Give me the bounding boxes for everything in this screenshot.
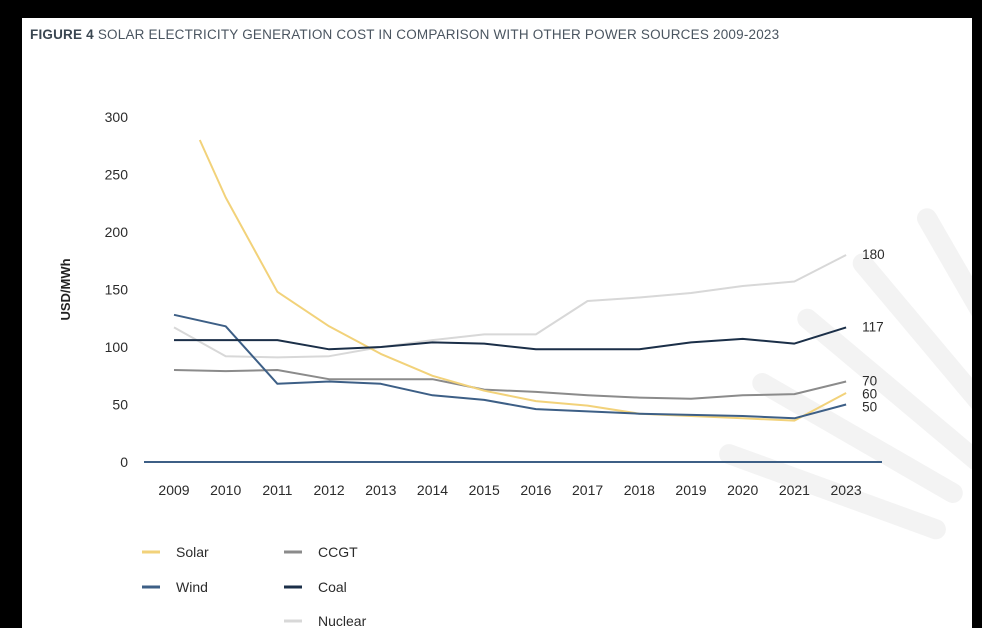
legend-item-nuclear[interactable]: Nuclear	[284, 613, 367, 628]
x-tick-label: 2023	[831, 482, 862, 498]
legend-item-coal[interactable]: Coal	[284, 579, 347, 595]
x-tick-label: 2013	[365, 482, 396, 498]
x-tick-label: 2015	[469, 482, 500, 498]
end-label-coal: 117	[862, 319, 884, 334]
y-tick-label: 0	[120, 454, 128, 470]
series-line-coal	[174, 326, 847, 351]
y-tick-label: 300	[105, 109, 129, 125]
end-label-nuclear: 180	[862, 247, 885, 262]
figure-label: FIGURE 4	[30, 27, 94, 42]
background-ray	[797, 308, 972, 470]
figure-panel: FIGURE 4 SOLAR ELECTRICITY GENERATION CO…	[22, 18, 972, 628]
series-line-nuclear	[173, 254, 847, 359]
background-ray	[917, 208, 972, 317]
end-label-ccgt: 70	[862, 374, 877, 389]
background-sunburst-decoration	[719, 208, 972, 540]
legend-label: CCGT	[318, 544, 358, 560]
x-tick-label: 2020	[727, 482, 758, 498]
x-tick-label: 2010	[210, 482, 241, 498]
legend-item-solar[interactable]: Solar	[142, 544, 209, 560]
x-tick-label: 2021	[779, 482, 810, 498]
x-axis: 2009 2010 2011 2012 2013 2014 2015 2016 2017 2018…	[158, 482, 861, 498]
figure-title: FIGURE 4 SOLAR ELECTRICITY GENERATION CO…	[30, 27, 779, 42]
x-tick-label: 2019	[675, 482, 706, 498]
series-line-wind	[173, 313, 847, 420]
x-tick-label: 2009	[158, 482, 189, 498]
background-ray	[719, 444, 946, 540]
x-tick-label: 2016	[520, 482, 551, 498]
series-lines	[173, 139, 847, 422]
background-ray	[852, 253, 972, 410]
legend-item-wind[interactable]: Wind	[142, 579, 208, 595]
x-tick-label: 2012	[314, 482, 345, 498]
legend-label: Solar	[176, 544, 209, 560]
x-tick-label: 2018	[624, 482, 655, 498]
y-tick-label: 100	[105, 339, 129, 355]
legend-label: Coal	[318, 579, 347, 595]
y-tick-label: 50	[112, 397, 128, 413]
figure-title-text: SOLAR ELECTRICITY GENERATION COST IN COM…	[97, 27, 780, 42]
legend[interactable]: Solar Wind CCGT Coal Nuclear	[142, 544, 367, 628]
x-tick-label: 2017	[572, 482, 603, 498]
legend-label: Nuclear	[318, 613, 367, 628]
y-axis: 0 50 100 150 200 250 300	[105, 109, 129, 470]
end-label-solar: 60	[862, 387, 877, 402]
end-label-wind: 50	[862, 400, 877, 415]
x-tick-label: 2011	[262, 482, 292, 498]
background-ray	[752, 373, 963, 503]
legend-label: Wind	[176, 579, 208, 595]
series-line-solar	[198, 139, 847, 422]
y-tick-label: 200	[105, 224, 129, 240]
x-tick-label: 2014	[417, 482, 448, 498]
series-line-ccgt	[173, 369, 847, 400]
y-tick-label: 150	[105, 282, 129, 298]
y-axis-title: USD/MWh	[58, 258, 73, 320]
legend-item-ccgt[interactable]: CCGT	[284, 544, 358, 560]
y-tick-label: 250	[105, 167, 129, 183]
